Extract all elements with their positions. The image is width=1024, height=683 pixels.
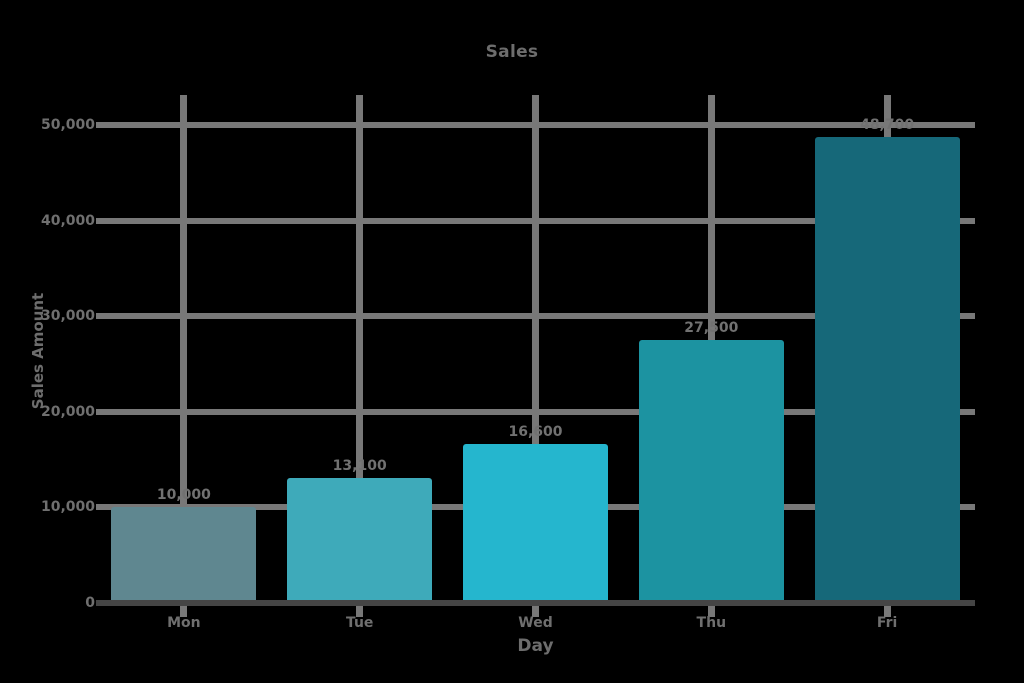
y-tick-label: 30,000: [40, 308, 95, 325]
x-tick-mark: [883, 606, 891, 617]
bar-value-label: 16,600: [508, 424, 563, 441]
y-tick-label: 40,000: [40, 212, 95, 229]
x-tick-label: Fri: [876, 615, 898, 631]
x-tick-label: Mon: [167, 615, 201, 631]
bar-fri: [814, 137, 960, 606]
x-axis-line: [96, 600, 975, 606]
v-gridline: [532, 95, 539, 603]
x-tick-mark: [707, 606, 715, 617]
x-tick-label: Thu: [696, 615, 727, 631]
y-tick-label: 50,000: [40, 117, 95, 133]
bar-value-label: 48,700: [860, 117, 915, 134]
bar-value-label: 10,000: [156, 487, 211, 504]
y-tick-label: 0: [85, 595, 95, 611]
y-tick-label: 10,000: [40, 499, 95, 516]
chart-title: Sales: [485, 42, 539, 62]
bar-mon: [111, 507, 257, 606]
bar-value-label: 13,100: [332, 457, 387, 474]
x-tick-mark: [356, 606, 364, 617]
x-axis-label: Day: [517, 636, 554, 656]
y-tick-label: 20,000: [40, 403, 95, 420]
bar-value-label: 27,500: [684, 320, 739, 337]
bar-thu: [638, 340, 784, 606]
x-tick-label: Tue: [345, 615, 374, 631]
x-tick-mark: [180, 606, 188, 617]
v-gridline: [356, 95, 364, 603]
x-tick-mark: [532, 606, 539, 617]
x-tick-label: Wed: [518, 615, 553, 631]
v-gridline: [180, 95, 188, 603]
bar-wed: [463, 444, 608, 606]
bar-tue: [287, 477, 433, 606]
